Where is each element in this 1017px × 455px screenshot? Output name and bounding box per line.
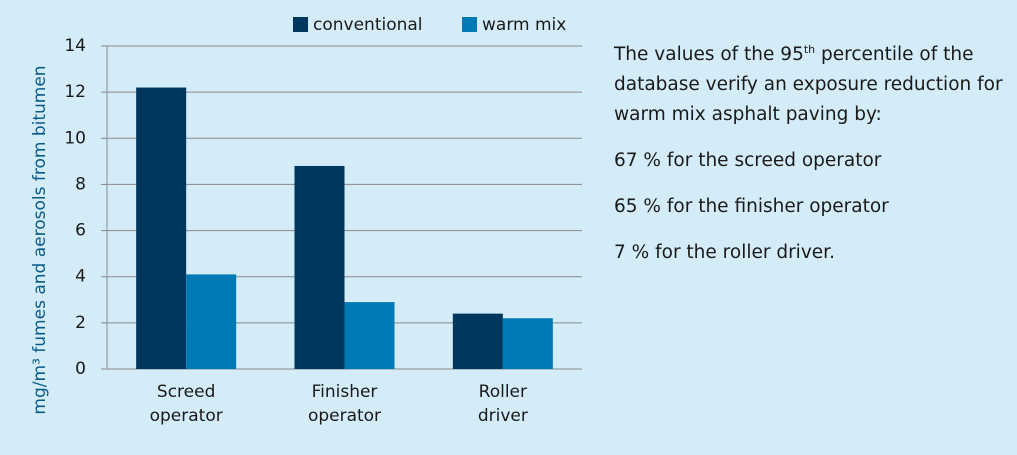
- legend-swatch: [293, 17, 308, 32]
- chart: mg/m³ fumes and aerosols from bitumen 0 2…: [30, 15, 582, 426]
- x-tick-label: Roller driver: [478, 382, 528, 426]
- side-text: The values of the 95th percentile of the…: [614, 40, 1009, 284]
- y-tick-label: 2: [75, 313, 86, 333]
- y-tick-label: 8: [75, 174, 86, 194]
- x-tick-label: Screed operator: [150, 382, 223, 426]
- bar: [344, 302, 395, 369]
- legend-label: warm mix: [482, 15, 566, 35]
- y-tick-label: 10: [64, 128, 86, 148]
- legend-label: conventional: [313, 15, 423, 35]
- intro: The values of the 95th percentile of the…: [614, 40, 1009, 130]
- item: 65 % for the finisher operator: [614, 196, 889, 217]
- x-tick-label: Finisher operator: [308, 382, 381, 426]
- y-tick-label: 14: [64, 36, 86, 56]
- text: The values of the 95: [614, 44, 804, 65]
- bar: [502, 318, 553, 369]
- text: percentile of the database verify an exp…: [614, 44, 1003, 125]
- y-tick-label: 12: [64, 82, 86, 102]
- item: 67 % for the screed operator: [614, 150, 882, 171]
- bar: [294, 165, 345, 369]
- y-tick-label: 6: [75, 221, 86, 241]
- item: 7 % for the roller driver.: [614, 242, 835, 263]
- y-tick-label: 0: [75, 359, 86, 379]
- legend-swatch: [462, 17, 477, 32]
- y-tick-label: 4: [75, 267, 86, 287]
- bar: [452, 313, 503, 369]
- bar: [136, 87, 187, 370]
- superscript: th: [803, 42, 816, 56]
- y-axis-label: mg/m³ fumes and aerosols from bitumen: [30, 65, 50, 414]
- bar: [186, 274, 237, 369]
